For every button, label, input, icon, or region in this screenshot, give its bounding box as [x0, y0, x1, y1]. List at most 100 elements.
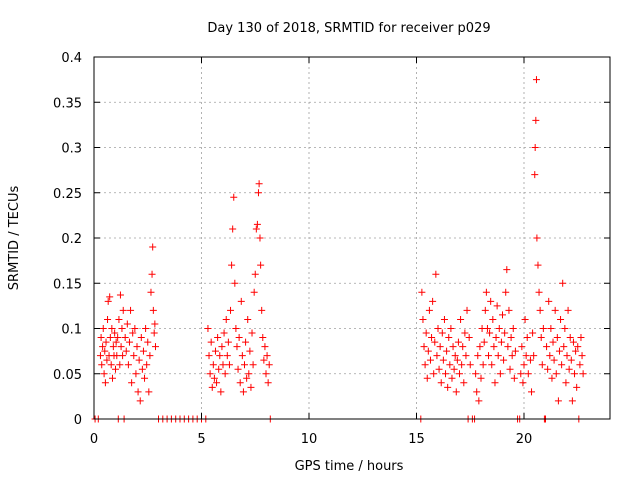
data-point [119, 306, 127, 314]
data-point [439, 356, 447, 364]
data-point [131, 325, 139, 332]
data-points [91, 76, 587, 423]
data-point [265, 361, 273, 369]
data-point [111, 329, 119, 337]
data-point [103, 356, 111, 364]
data-point [250, 288, 258, 296]
data-point [465, 334, 473, 342]
data-point [98, 361, 106, 369]
data-point [217, 388, 225, 396]
data-point [545, 297, 553, 305]
data-point [116, 291, 124, 299]
data-point [136, 397, 144, 405]
data-point [442, 370, 450, 378]
data-point [422, 329, 430, 337]
data-point [564, 306, 572, 314]
data-point [208, 383, 216, 391]
data-point [551, 306, 559, 314]
data-point [109, 343, 117, 351]
data-point [421, 361, 429, 369]
data-point [420, 343, 428, 351]
data-point [255, 180, 263, 188]
data-point [546, 352, 554, 360]
data-point [437, 379, 445, 387]
data-point [418, 288, 426, 296]
data-point [206, 370, 214, 378]
data-point [473, 388, 481, 396]
data-point [215, 365, 223, 373]
data-point [119, 352, 127, 360]
axis-ticks: 0 5 10 15 20 0 0.05 0.1 0.15 0.2 0.25 0.3 0.35 0.4 [53, 51, 610, 447]
data-point [204, 325, 212, 332]
data-point [232, 325, 240, 332]
data-point [509, 325, 517, 332]
data-point [524, 370, 532, 378]
data-point [533, 234, 541, 242]
data-point [475, 397, 483, 405]
data-point [505, 306, 513, 314]
data-point [256, 234, 264, 242]
data-point [205, 352, 213, 360]
data-point [557, 315, 565, 323]
data-point [569, 338, 577, 346]
y-tick-label: 0.25 [53, 187, 82, 202]
data-point [263, 352, 271, 360]
data-point [122, 347, 130, 355]
data-point [532, 76, 540, 84]
data-point [529, 329, 537, 337]
data-point [207, 338, 215, 346]
data-point [239, 388, 247, 396]
data-point [488, 361, 496, 369]
data-point [247, 383, 255, 391]
x-tick-label: 15 [408, 432, 425, 447]
data-point [148, 270, 156, 278]
data-point [530, 352, 538, 360]
y-tick-label: 0.35 [53, 96, 82, 111]
data-point [548, 374, 556, 382]
data-point [432, 270, 440, 278]
data-point [101, 347, 109, 355]
data-point [511, 347, 519, 355]
data-point [568, 397, 576, 405]
data-point [561, 325, 569, 332]
data-point [124, 361, 132, 369]
chart-title: Day 130 of 2018, SRMTID for receiver p02… [207, 21, 490, 36]
data-point [211, 347, 219, 355]
data-point [424, 347, 432, 355]
data-point [552, 370, 560, 378]
y-axis-label: SRMTID / TECUs [7, 186, 22, 291]
data-point [539, 325, 547, 332]
data-point [506, 365, 514, 373]
y-tick-label: 0 [74, 413, 82, 428]
data-point [262, 370, 270, 378]
data-point [135, 356, 143, 364]
data-point [435, 365, 443, 373]
data-point [130, 352, 138, 360]
y-tick-label: 0.4 [61, 51, 82, 66]
data-point [438, 329, 446, 337]
data-point [106, 293, 114, 301]
data-point [112, 365, 119, 373]
data-point [574, 343, 582, 351]
data-point [425, 306, 433, 314]
data-point [449, 343, 457, 351]
data-point [423, 374, 431, 382]
data-point [454, 338, 462, 346]
data-point [456, 370, 463, 378]
data-point [553, 334, 561, 342]
data-point [480, 338, 488, 346]
data-point [137, 334, 145, 342]
data-point [225, 361, 233, 369]
data-point [554, 397, 562, 405]
data-point [251, 270, 259, 278]
data-point [523, 334, 531, 342]
data-point [223, 352, 231, 360]
data-point [485, 352, 493, 360]
data-point [543, 343, 551, 351]
data-point [121, 334, 129, 342]
data-point [134, 388, 142, 396]
data-point [104, 315, 112, 323]
data-point [547, 325, 555, 332]
data-point [447, 325, 455, 332]
data-point [101, 379, 109, 387]
